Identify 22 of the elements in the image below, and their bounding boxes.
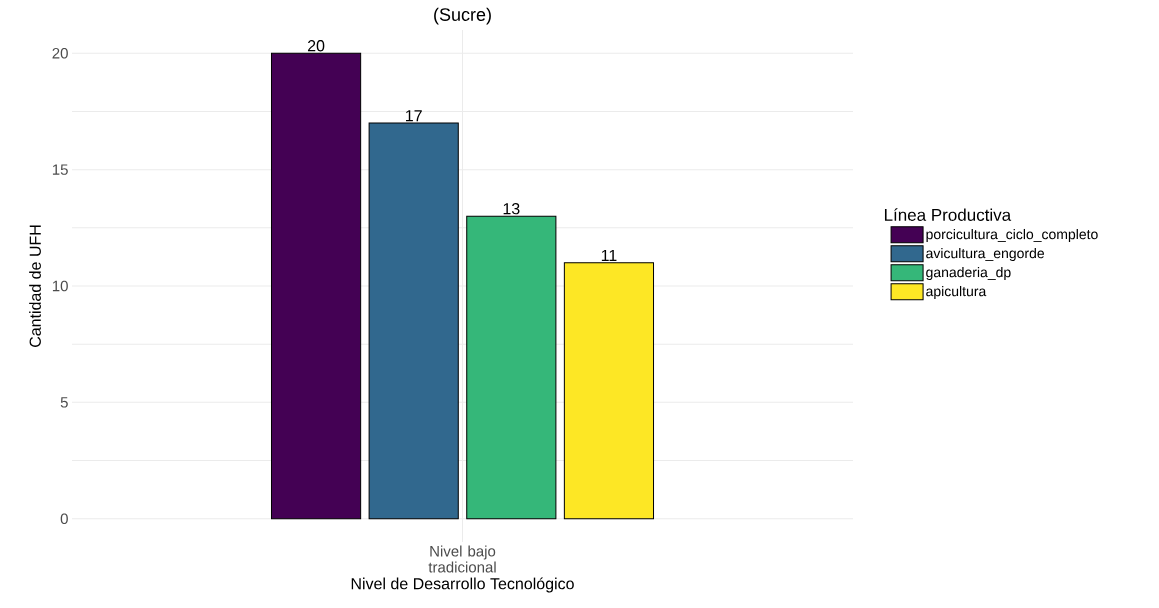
legend-label: apicultura [926, 285, 987, 300]
data-label: 13 [503, 203, 520, 215]
bar [466, 215, 557, 520]
chart-title: (Sucre) [434, 7, 491, 25]
bar [563, 262, 655, 520]
data-label: 17 [406, 110, 422, 122]
legend-title: Línea Productiva [884, 208, 1012, 221]
y-axis-title: Cantidad de UFH [29, 225, 41, 347]
y-tick-label: 0 [60, 513, 68, 525]
y-tick-label: 15 [52, 164, 68, 175]
data-label: 20 [307, 40, 325, 52]
legend-label: avicultura_engorde [926, 247, 1045, 262]
bar [270, 52, 362, 520]
bar [368, 122, 459, 520]
data-label: 11 [601, 249, 617, 261]
x-axis-title: Nivel de Desarrollo Tecnológico [351, 577, 574, 593]
legend-label: porcicultura_ciclo_completo [926, 228, 1098, 243]
x-tick-label: Nivel bajo tradicional [428, 545, 496, 573]
y-tick-label: 20 [52, 47, 68, 59]
y-tick-label: 10 [52, 280, 68, 292]
y-tick-label: 5 [60, 397, 68, 408]
legend-label: ganaderia_dp [926, 266, 1011, 281]
